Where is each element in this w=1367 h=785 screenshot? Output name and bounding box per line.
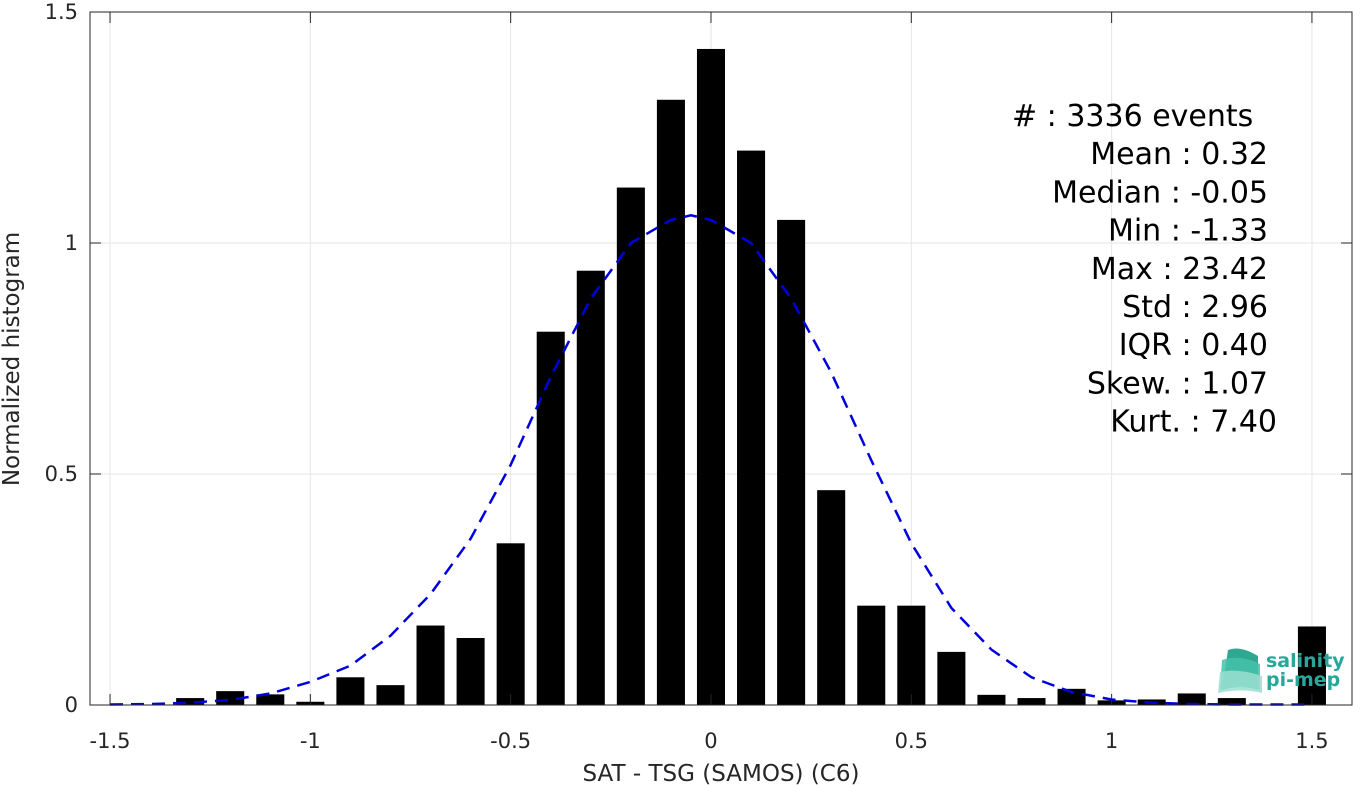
histogram-bar [817,490,846,705]
histogram-bar [496,543,525,705]
stat-line: Mean : 0.32 [1090,137,1268,172]
histogram-bar [656,99,685,705]
y-tick-label: 1.5 [45,0,78,24]
normal-fit-curve [109,214,1312,706]
stat-line: IQR : 0.40 [1119,328,1268,363]
axes [89,11,1353,706]
stat-line: # : 3336 events [1012,99,1253,134]
stat-line: Min : -1.33 [1108,214,1268,249]
histogram-bar [416,625,445,705]
y-tick-label: 1 [65,231,78,255]
histogram-bar [536,331,565,705]
histogram-bar [1297,626,1326,705]
histogram-bar [777,219,806,705]
histogram-bar [1177,693,1206,705]
plot-frame [89,11,1353,706]
logo-line2: pi-mep [1266,669,1340,691]
stat-line: Median : -0.05 [1052,175,1268,210]
histogram-bar [977,694,1006,705]
logo-line1: salinity [1266,650,1345,672]
y-tick-label: 0.5 [45,462,78,486]
histogram-bar [1057,688,1086,705]
salinity-pi-mep-logo: salinity pi-mep [1218,648,1345,693]
tick-labels: -1.5 -1 -0.5 0 0.5 1 1.5 0 0.5 1 1.5 [45,0,1352,753]
histogram-bar [576,270,605,705]
histogram-bar [176,698,205,705]
x-tick-label: -1.5 [90,729,131,753]
stat-line: Max : 23.42 [1091,252,1268,287]
histogram-bar [616,187,645,705]
histogram-bar [897,605,926,705]
histogram-bar [456,638,485,705]
bars [176,48,1326,706]
x-tick-label: 0.5 [895,729,928,753]
histogram-bar [696,48,726,705]
stat-line: Skew. : 1.07 [1087,366,1268,401]
x-tick-label: -0.5 [490,729,531,753]
waves-icon [1218,648,1262,693]
y-tick-label: 0 [65,693,78,717]
histogram-bar [857,605,886,705]
histogram-bar [737,150,766,706]
x-tick-label: 1 [1105,729,1118,753]
stat-line: Kurt. : 7.40 [1110,405,1277,440]
histogram-bar [937,651,966,705]
x-tick-label: -1 [300,729,321,753]
y-axis-label: Normalized histogram [0,232,25,486]
histogram-bar [256,694,285,705]
histogram-bar [336,677,365,705]
stat-line: Std : 2.96 [1122,290,1268,325]
histogram-bar [1017,698,1046,705]
x-tick-label: 0 [704,729,717,753]
x-tick-label: 1.5 [1295,729,1328,753]
histogram-bar [1217,698,1246,705]
x-axis-label: SAT - TSG (SAMOS) (C6) [583,761,860,785]
histogram-bar [376,685,405,705]
